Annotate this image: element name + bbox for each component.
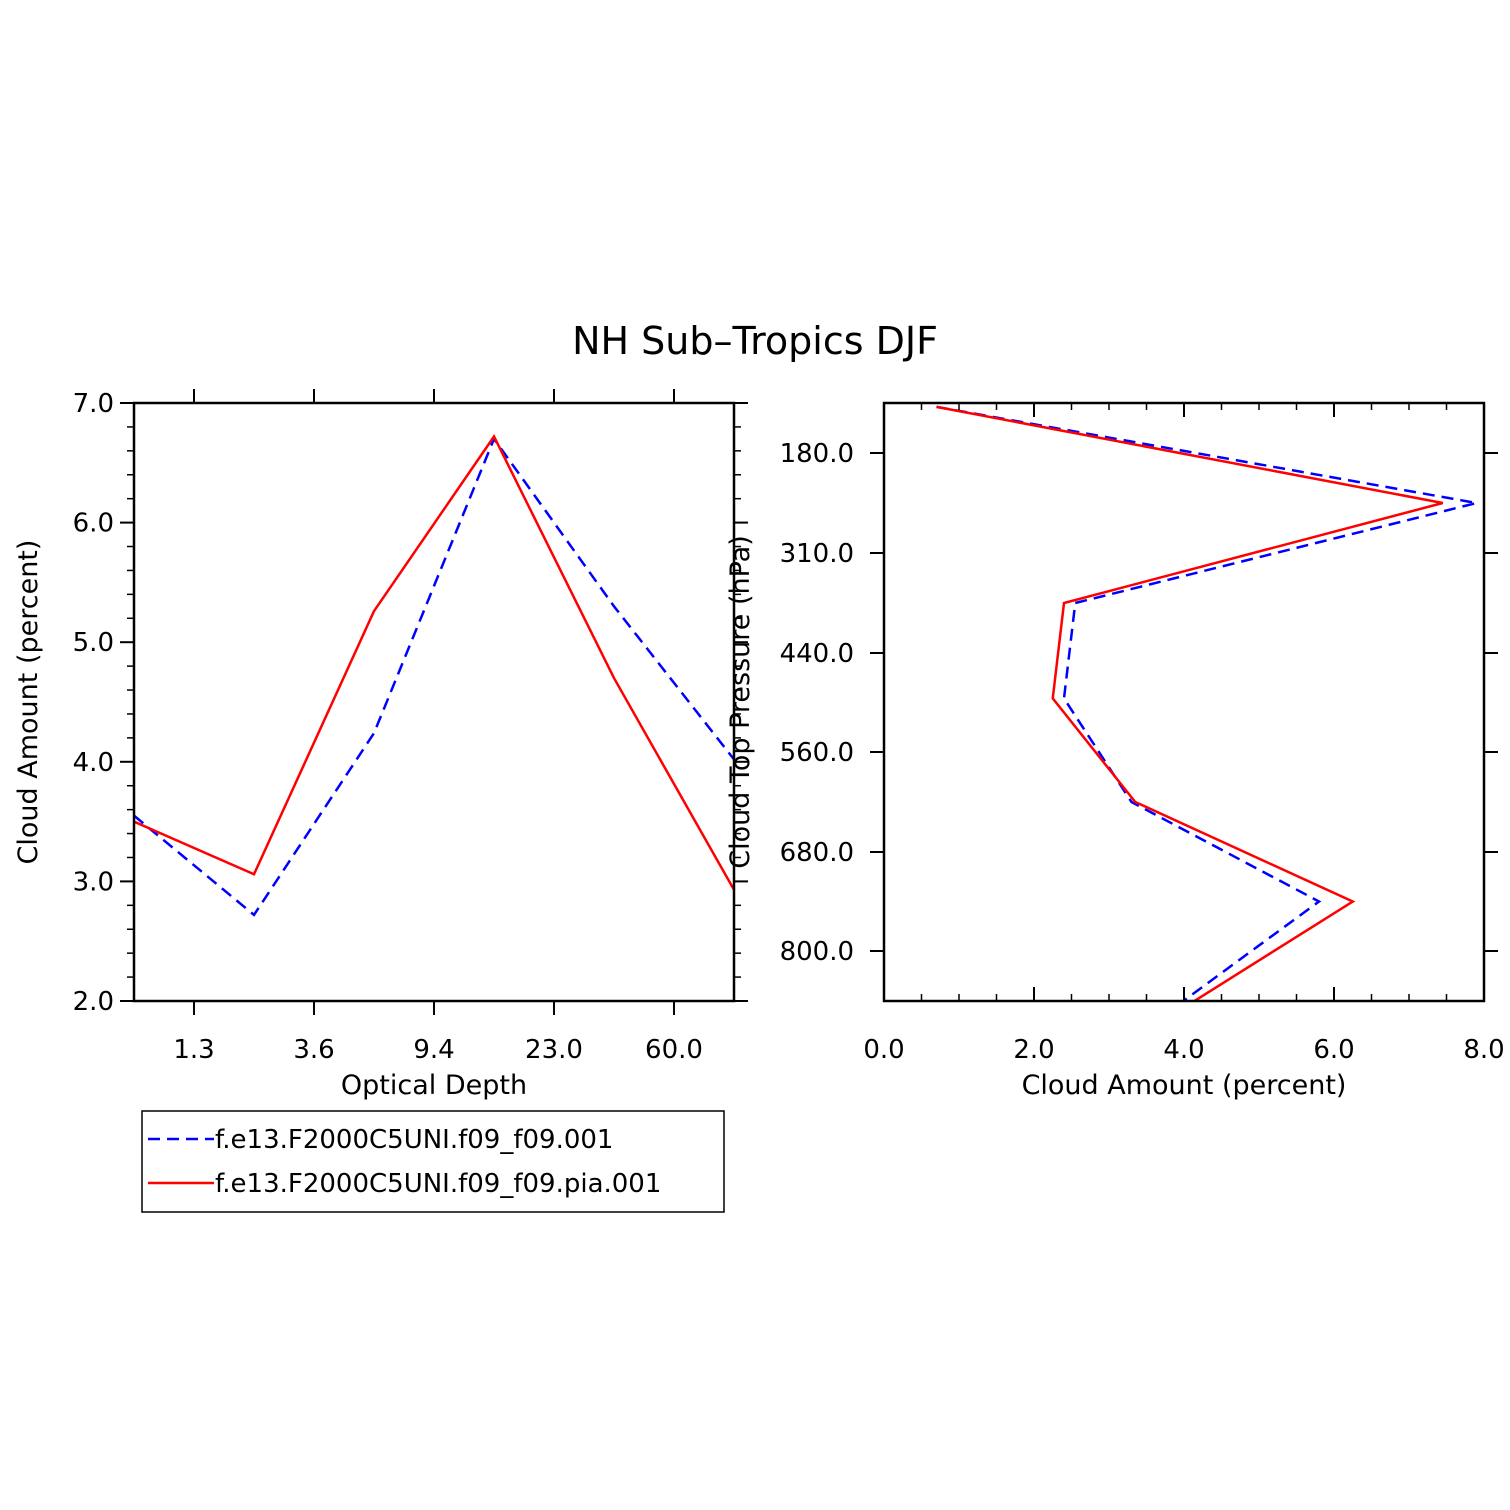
right-series-line-2 [936,405,1444,1001]
legend-label-series-2: f.e13.F2000C5UNI.f09_f09.pia.001 [215,1169,661,1199]
left-series-group [134,434,734,917]
right-chart-panel: 0.0 2.0 4.0 6.0 8.0 180.0 310.0 440.0 560.0 680.… [725,401,1505,1101]
left-x-tick-label: 3.6 [293,1035,334,1065]
right-x-tick-label: 4.0 [1163,1035,1204,1065]
left-y-tick-label: 2.0 [73,987,114,1017]
left-x-tick-label: 1.3 [173,1035,214,1065]
right-x-tick-label: 8.0 [1463,1035,1504,1065]
left-series-line-1 [134,436,734,917]
left-series-line-2 [134,434,734,891]
right-y-tick-label: 310.0 [780,539,854,569]
right-x-tick-label: 6.0 [1313,1035,1354,1065]
legend-box [141,1110,725,1213]
left-x-axis-title: Optical Depth [341,1070,527,1101]
chart-title: NH Sub–Tropics DJF [572,319,938,363]
left-y-tick-label: 4.0 [73,748,114,778]
right-x-tick-labels: 0.0 2.0 4.0 6.0 8.0 [863,1035,1504,1065]
right-tick-marks [870,403,1498,1001]
left-y-tick-labels: 2.0 3.0 4.0 5.0 6.0 7.0 [73,389,114,1017]
right-y-tick-label: 560.0 [780,738,854,768]
left-y-tick-label: 3.0 [73,867,114,897]
left-tick-marks [120,389,748,1015]
left-y-axis-title: Cloud Amount (percent) [13,540,44,865]
legend-label-series-1: f.e13.F2000C5UNI.f09_f09.001 [215,1125,613,1155]
left-chart-panel: 1.3 3.6 9.4 23.0 60.0 2.0 3.0 4.0 5.0 6.0 7.0 Opt… [13,389,748,1101]
left-x-tick-label: 9.4 [413,1035,454,1065]
right-y-tick-label: 680.0 [780,838,854,868]
right-y-tick-label: 800.0 [780,937,854,967]
legend: f.e13.F2000C5UNI.f09_f09.001 f.e13.F2000… [141,1110,725,1213]
left-x-tick-labels: 1.3 3.6 9.4 23.0 60.0 [173,1035,703,1065]
left-y-tick-label: 5.0 [73,628,114,658]
right-series-line-1 [936,405,1477,1001]
left-plot-frame [132,401,736,1003]
left-x-tick-label: 60.0 [645,1035,703,1065]
left-x-tick-label: 23.0 [525,1035,583,1065]
right-y-tick-label: 440.0 [780,639,854,669]
right-y-tick-labels: 180.0 310.0 440.0 560.0 680.0 800.0 [780,439,854,967]
right-x-tick-label: 0.0 [863,1035,904,1065]
right-x-tick-label: 2.0 [1013,1035,1054,1065]
right-y-axis-title: Cloud Top Pressure (hPa) [725,535,756,869]
left-y-tick-label: 7.0 [73,389,114,419]
right-y-tick-label: 180.0 [780,439,854,469]
right-x-axis-title: Cloud Amount (percent) [1022,1070,1347,1101]
right-series-group [936,405,1477,1001]
left-y-tick-label: 6.0 [73,509,114,539]
